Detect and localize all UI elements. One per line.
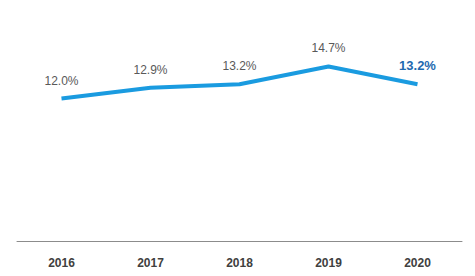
svg-text:2020: 2020: [404, 256, 431, 270]
svg-text:2018: 2018: [226, 256, 253, 270]
svg-text:13.2%: 13.2%: [399, 58, 436, 73]
svg-text:2016: 2016: [48, 256, 75, 270]
svg-text:12.9%: 12.9%: [133, 63, 167, 77]
svg-text:14.7%: 14.7%: [311, 41, 345, 55]
svg-text:2019: 2019: [315, 256, 342, 270]
svg-text:2017: 2017: [137, 256, 164, 270]
svg-text:13.2%: 13.2%: [222, 59, 256, 73]
svg-text:12.0%: 12.0%: [44, 74, 78, 88]
